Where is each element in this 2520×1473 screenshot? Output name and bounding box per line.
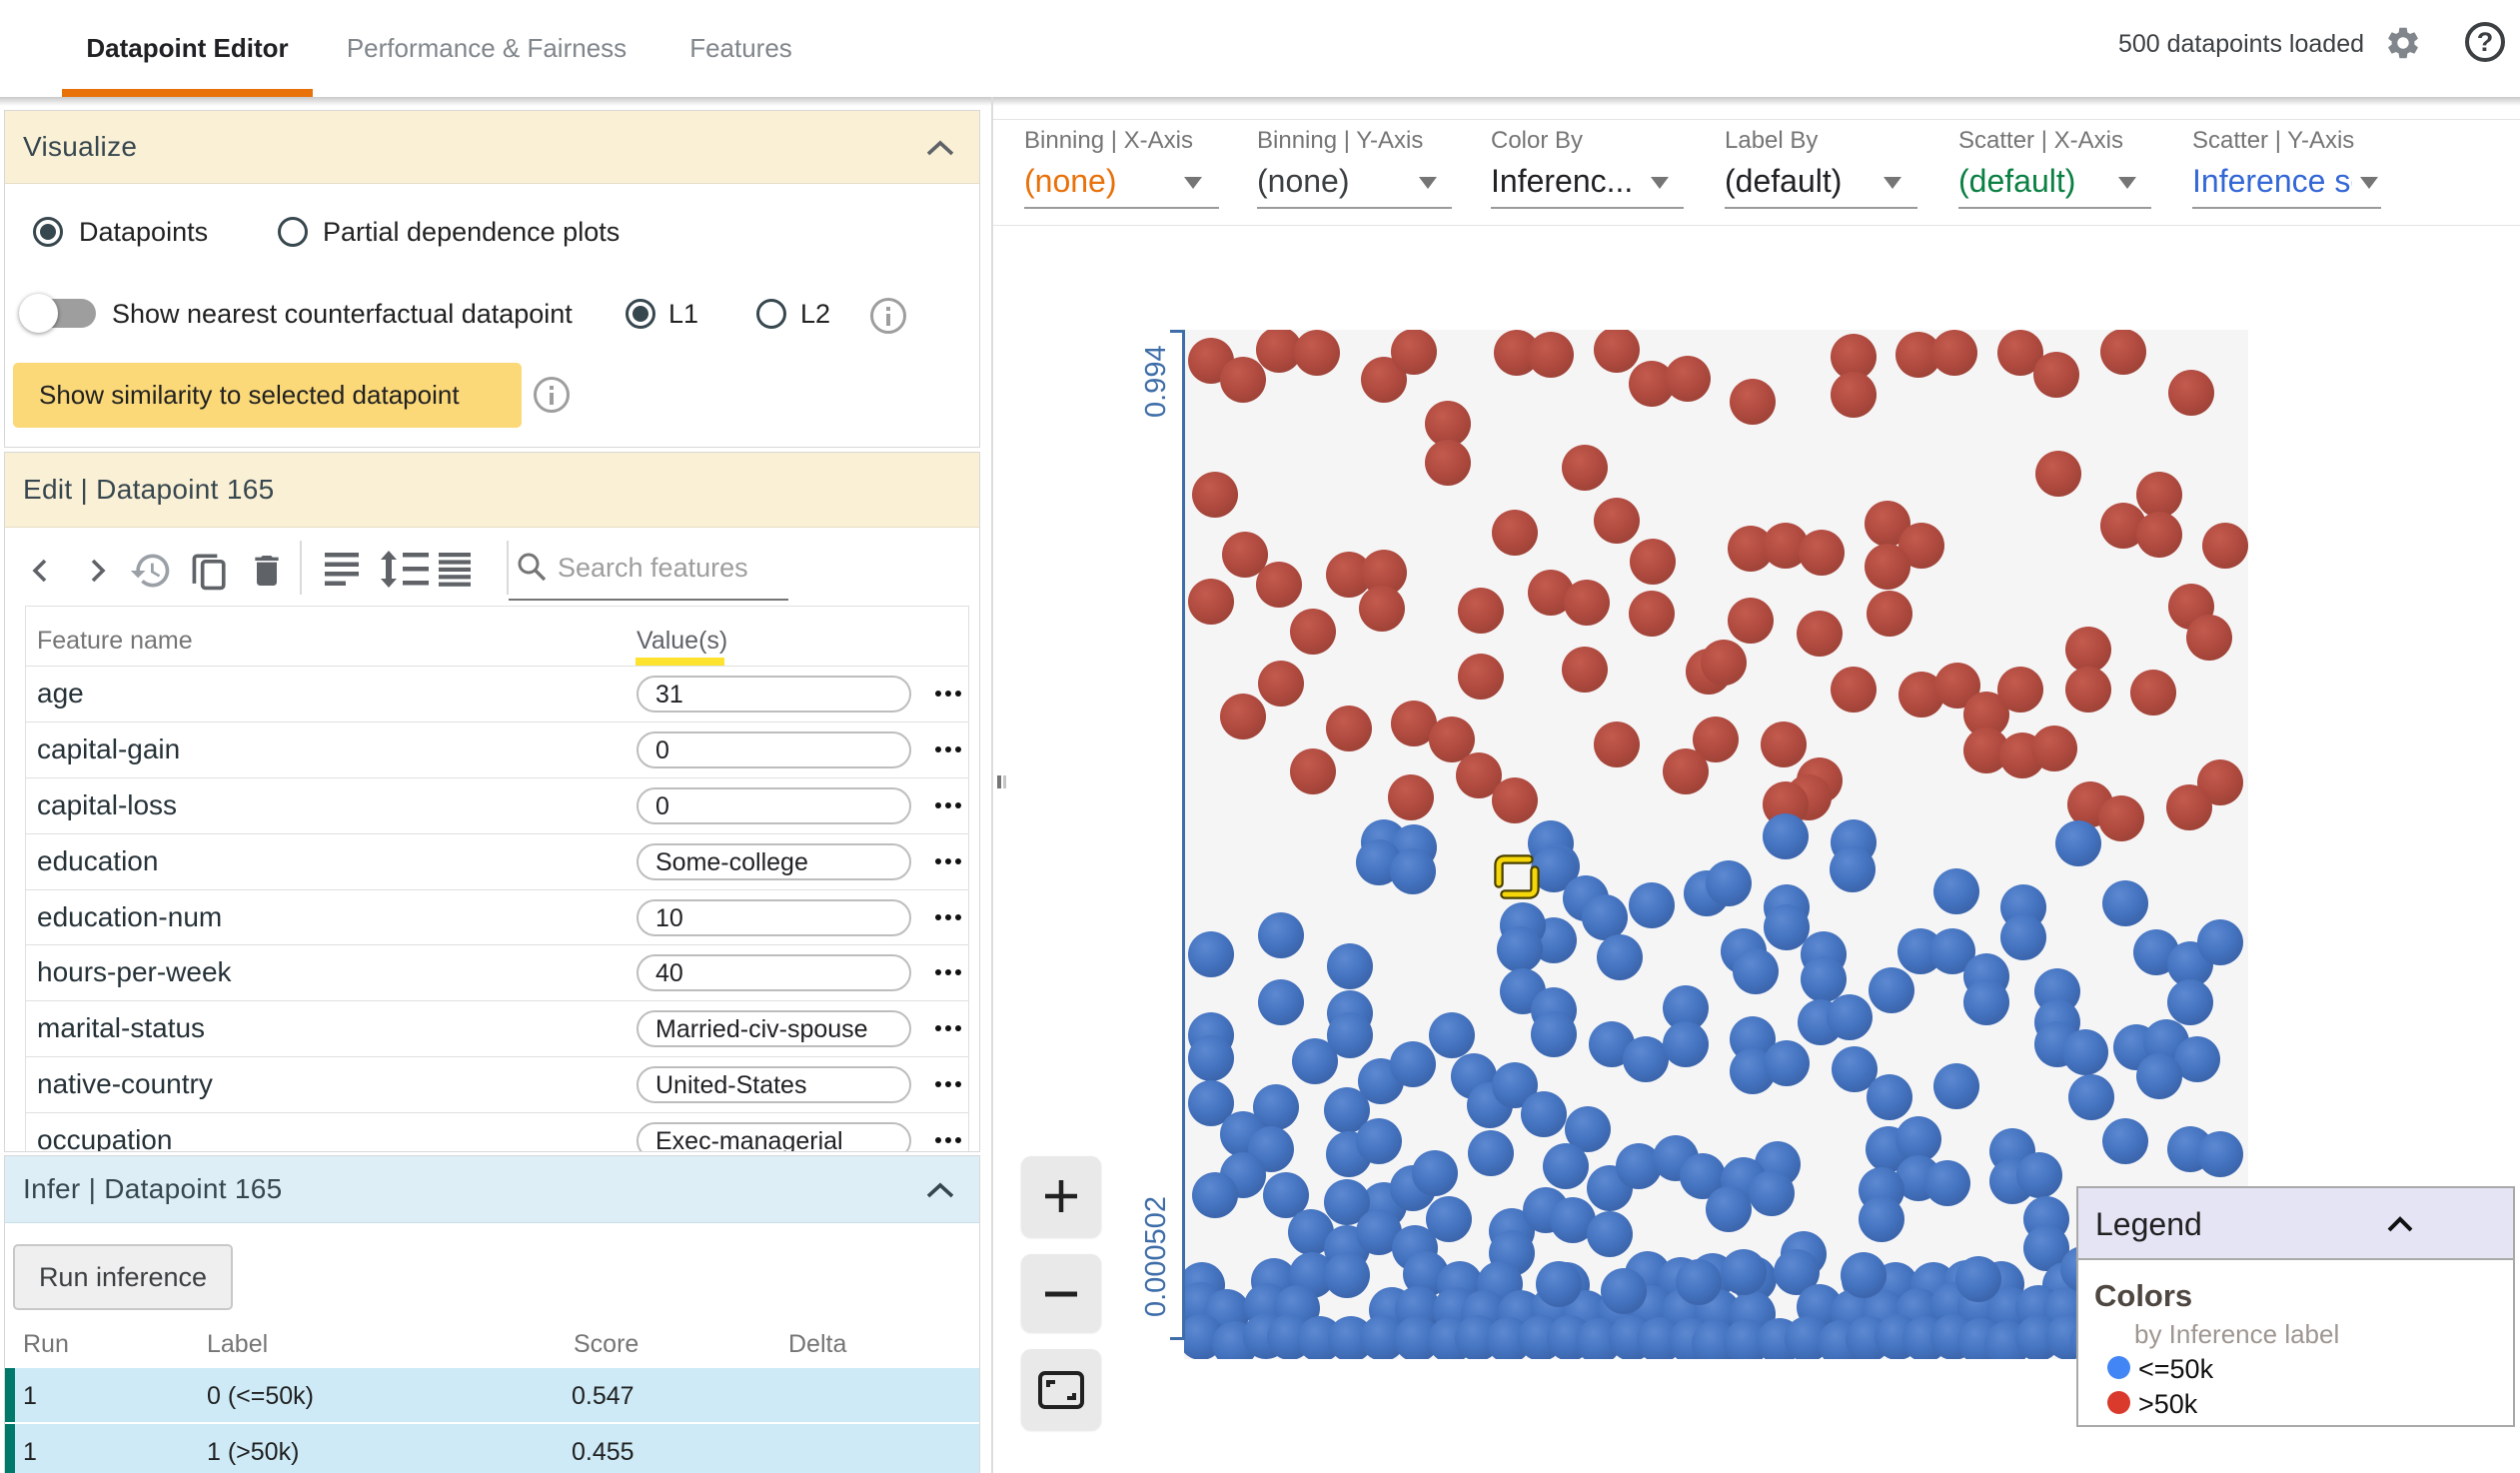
svg-text:0.000502: 0.000502 [1140,1196,1172,1317]
svg-text:0.994: 0.994 [1140,345,1172,418]
